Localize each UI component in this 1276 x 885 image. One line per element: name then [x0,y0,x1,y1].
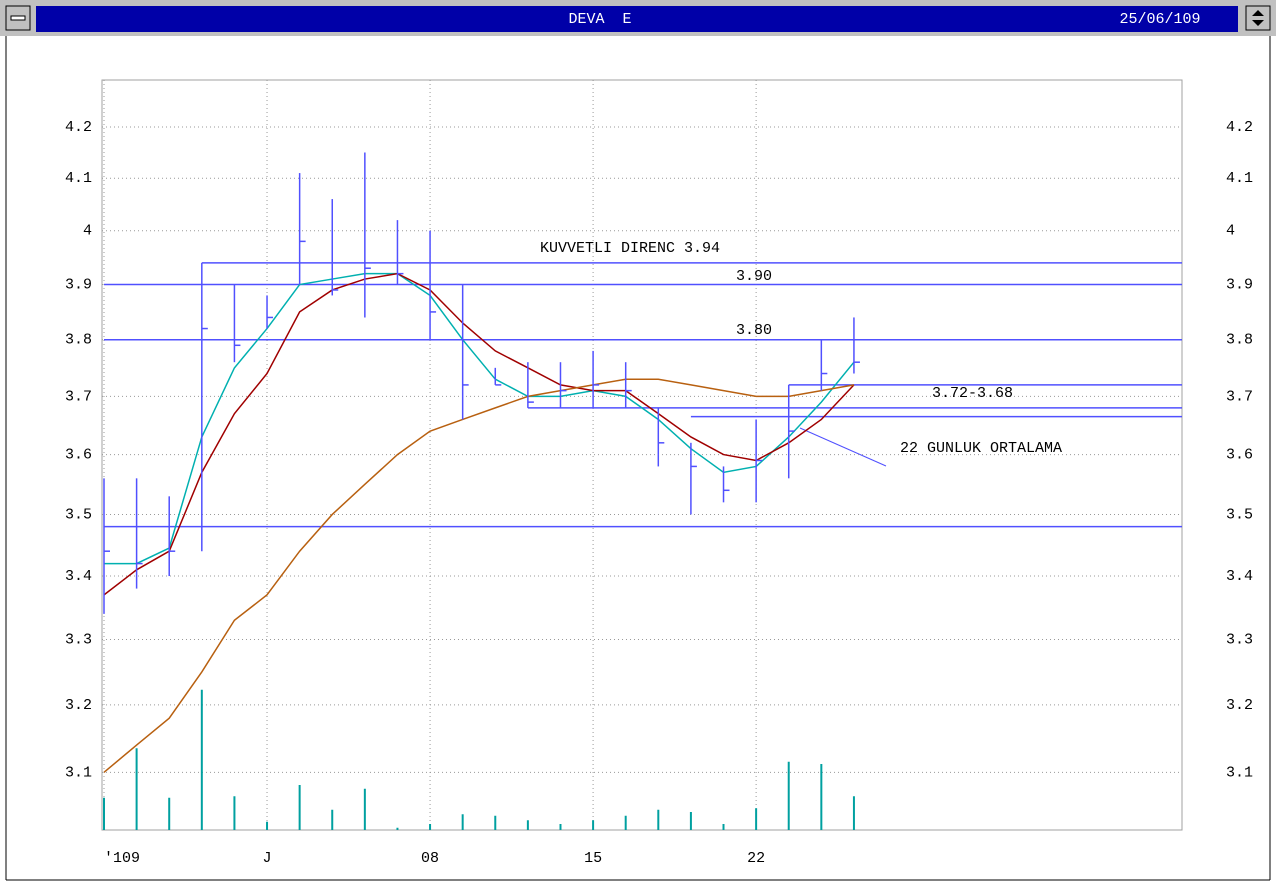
y-tick-label: 3.6 [65,447,92,464]
annotation: 3.80 [736,322,772,339]
x-tick-label: 15 [584,850,602,867]
x-tick-label: '109 [104,850,140,867]
y-tick-label-right: 3.8 [1226,332,1253,349]
annotation-pointer [799,427,887,467]
y-tick-label: 3.9 [65,276,92,293]
moving-average [104,272,855,565]
y-tick-label: 3.8 [65,332,92,349]
title-bar [36,6,1238,32]
x-tick-label: 08 [421,850,439,867]
y-tick-label: 3.3 [65,631,92,648]
y-tick-label-right: 3.9 [1226,276,1253,293]
y-tick-label-right: 3.5 [1226,506,1253,523]
x-tick-label: 22 [747,850,765,867]
y-tick-label: 3.2 [65,697,92,714]
y-tick-label-right: 3.2 [1226,697,1253,714]
y-tick-label: 4.1 [65,170,92,187]
y-tick-label-right: 3.4 [1226,568,1253,585]
y-tick-label: 3.5 [65,506,92,523]
y-tick-label-right: 3.7 [1226,388,1253,405]
y-tick-label-right: 3.6 [1226,447,1253,464]
y-tick-label: 3.1 [65,764,92,781]
moving-average [103,272,855,596]
y-tick-label-right: 3.1 [1226,764,1253,781]
y-tick-label: 4.2 [65,119,92,136]
y-tick-label: 4 [83,223,92,240]
y-tick-label-right: 3.3 [1226,631,1253,648]
y-tick-label: 3.4 [65,568,92,585]
y-tick-label-right: 4.1 [1226,170,1253,187]
moving-average [103,378,855,773]
x-tick-label: J [263,850,272,867]
annotation: 22 GUNLUK ORTALAMA [900,440,1062,457]
annotation: 3.72-3.68 [932,385,1013,402]
window-date: 25/06/109 [1119,11,1200,28]
annotation: KUVVETLI DIRENC 3.94 [540,240,720,257]
system-menu-icon [10,15,26,21]
y-tick-label-right: 4.2 [1226,119,1253,136]
annotation: 3.90 [736,268,772,285]
resize-button[interactable] [1245,5,1271,31]
y-tick-label-right: 4 [1226,223,1235,240]
y-tick-label: 3.7 [65,388,92,405]
resize-icon [1252,10,1264,26]
window-title: DEVA E [568,11,631,28]
